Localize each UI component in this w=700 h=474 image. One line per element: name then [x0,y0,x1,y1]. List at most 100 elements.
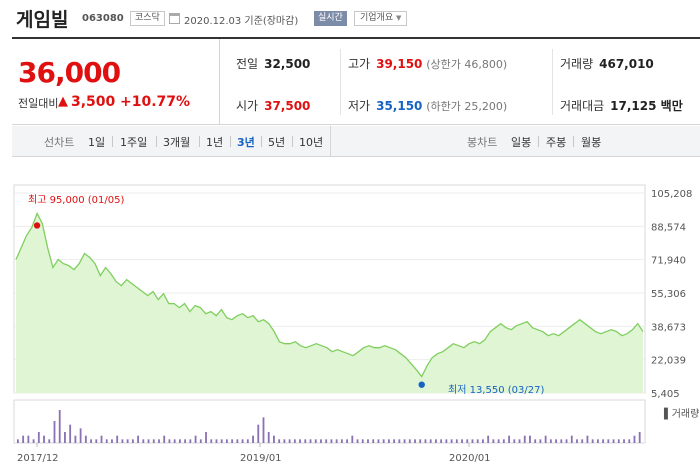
volume-bar [147,439,150,443]
volume-bar [22,435,25,443]
volume-bar [570,435,573,443]
volume-bar [591,439,594,443]
chart-period-tabs: 선차트 1일 1주일 3개월 1년 3년 5년 10년 봉차트 일봉 주봉 월봉 [12,126,700,157]
tab-3year[interactable]: 3년 [237,136,255,149]
high-value: 39,150 [376,57,423,71]
y-tick-label: 105,208 [651,189,692,200]
volume-bar [189,439,192,443]
volume-bar [226,439,228,443]
change-value: 3,500 [71,94,116,110]
calendar-icon [169,13,180,24]
volume-bar [304,439,307,443]
candle-chart-label: 봉차트 [467,136,498,149]
volume-bar [262,417,265,443]
up-triangle-icon: ▲ [58,94,68,109]
tab-separator [573,136,574,147]
volume-bar [482,439,484,443]
tab-1day[interactable]: 1일 [88,136,106,149]
stock-code: 063080 [82,13,124,24]
volume-bar [158,439,160,443]
volume-bar [236,439,239,443]
volume-bar [335,439,338,443]
realtime-badge[interactable]: 실시간 [314,11,347,26]
y-tick-label: 5,405 [651,389,680,400]
volume-bar [178,439,181,443]
volume-frame [13,399,646,444]
high-price: 고가 39,150 (상한가 46,800) [348,55,507,72]
volume-bar [492,439,495,443]
volume-bar [299,439,301,443]
tab-5year[interactable]: 5년 [268,136,286,149]
volume-bar [17,439,19,443]
volume-bar [314,439,317,443]
company-overview-button[interactable]: 기업개요 ▼ [354,11,408,26]
volume: 거래량 467,010 [560,55,654,72]
volume-bar [163,435,166,443]
volume-bar [617,439,620,443]
volume-bar [273,435,275,443]
x-tick-label: 2017/12 [17,453,59,464]
volume-bar [346,439,349,443]
tab-separator [292,136,293,147]
tab-10year[interactable]: 10년 [299,136,324,149]
volume-bar [95,439,98,443]
volume-bar [320,439,322,443]
volume-bar [69,424,72,443]
y-tick-label: 22,039 [651,356,686,367]
volume-bar [194,435,197,443]
volume-bar [461,439,463,443]
volume-bar [37,432,40,443]
volume-bar [502,439,505,443]
tab-monthly-candle[interactable]: 월봉 [581,136,602,149]
low-value: 35,150 [376,99,423,113]
volume-bar [440,439,443,443]
volume-bar [476,439,479,443]
tab-group-divider [330,126,331,156]
tab-weekly-candle[interactable]: 주봉 [546,136,567,149]
volume-bar [246,439,249,443]
volume-bar [602,439,605,443]
tab-daily-candle[interactable]: 일봉 [511,136,532,149]
tab-3month[interactable]: 3개월 [163,136,191,149]
volume-bar [43,435,45,443]
change-label: 전일대비 [18,97,59,110]
volume-bar [382,439,385,443]
prev-label: 전일 [236,57,259,71]
y-tick-label: 88,574 [651,222,686,233]
volume-bar [53,421,56,443]
tab-1week[interactable]: 1주일 [120,136,148,149]
volume-bar [116,435,119,443]
volume-bar [539,439,542,443]
volume-bar [628,439,631,443]
volume-bar [27,435,30,443]
price-cell: 36,000 전일대비 ▲ 3,500 +10.77% [12,39,220,125]
y-tick-label: 71,940 [651,256,686,267]
price-chart-svg: 105,208 88,574 71,940 55,306 38,673 22,039 5,4… [13,184,699,464]
tab-separator [199,136,200,147]
x-tick-label: 2019/01 [240,453,282,464]
open-label: 시가 [236,99,259,113]
volume-bar [367,439,369,443]
tab-1year[interactable]: 1년 [206,136,224,149]
volume-bar [283,439,286,443]
volume-bar [403,439,406,443]
volume-bar [231,439,234,443]
volume-bar [90,439,92,443]
prev-close: 전일 32,500 [236,55,310,72]
volume-bar [529,435,531,443]
volume-bar [330,439,333,443]
volume-bar [518,439,521,443]
volume-bar [100,435,103,443]
volume-bar [408,439,411,443]
price-line [15,211,644,378]
volume-bar [293,439,296,443]
divider [340,49,341,115]
open-value: 37,500 [264,99,311,113]
volume-bar [184,439,187,443]
volume-bar [257,424,260,443]
price-chart[interactable]: 105,208 88,574 71,940 55,306 38,673 22,039 5,4… [0,178,700,470]
volume-bar [32,439,35,443]
volume-bar [220,439,223,443]
volume-bar [466,439,469,443]
volume-bar [414,439,416,443]
